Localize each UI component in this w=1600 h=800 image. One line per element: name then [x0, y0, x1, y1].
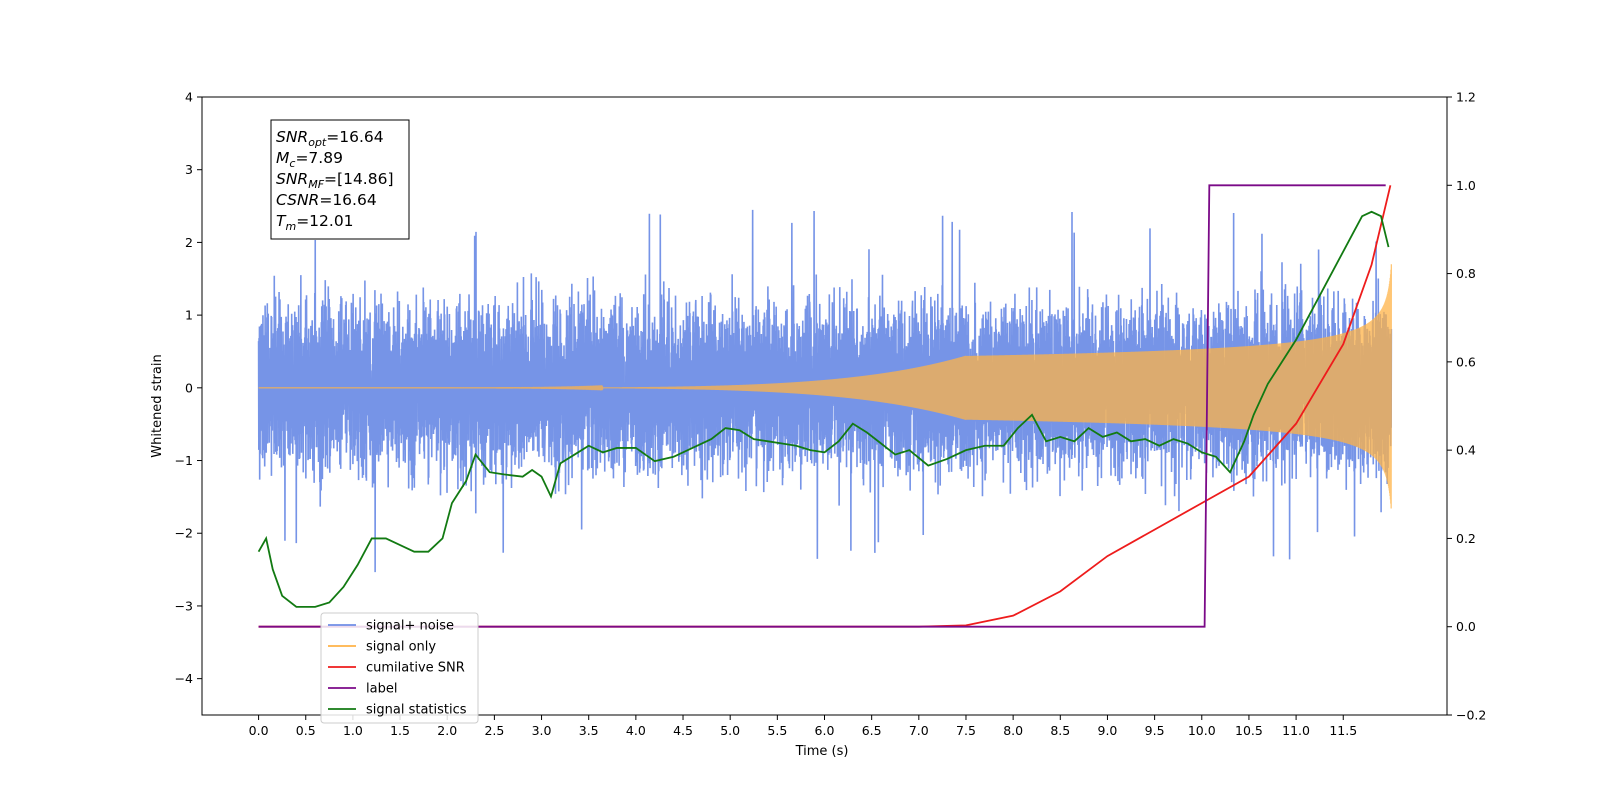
y-tick-label: 0: [185, 380, 193, 395]
series-line-label: [258, 184, 1386, 628]
y-tick-label: 2: [185, 235, 193, 250]
x-axis-label: Time (s): [795, 744, 849, 759]
legend-label: label: [366, 682, 397, 697]
x-tick-label: 5.0: [720, 723, 740, 738]
annotation-box: SNRopt=16.64Mc=7.89SNRMF=[14.86]CSNR=16.…: [270, 119, 410, 240]
y-tick-label: −1: [175, 453, 193, 468]
legend-label: cumilative SNR: [366, 661, 465, 676]
x-tick-label: 0.0: [249, 723, 269, 738]
x-tick-label: 1.0: [343, 723, 363, 738]
annotation-frame: [270, 119, 410, 240]
x-tick-label: 1.5: [390, 723, 410, 738]
y2-tick-label: 0.2: [1456, 531, 1476, 546]
y2-tick-label: 0.0: [1456, 619, 1476, 634]
x-tick-label: 10.0: [1188, 723, 1216, 738]
x-axis: 0.0 0.5 1.0 1.5 2.0 2.5 3.0 3.5 4.0 4.5 5.0 5.5 6.0 6…: [249, 715, 1357, 738]
y-tick-label: −4: [175, 671, 193, 686]
y-tick-label: 1: [185, 308, 193, 323]
y2-tick-label: 0.6: [1456, 354, 1476, 369]
annotation-line: CSNR=16.64: [276, 191, 377, 209]
y-axis-left: 4 3 2 1 0 −1 −2 −3 −4: [175, 90, 202, 686]
x-tick-label: 6.5: [862, 723, 882, 738]
x-tick-label: 11.5: [1329, 723, 1357, 738]
x-tick-label: 2.5: [484, 723, 504, 738]
x-tick-label: 7.0: [909, 723, 929, 738]
x-tick-label: 9.5: [1145, 723, 1165, 738]
y-tick-label: 3: [185, 162, 193, 177]
x-tick-label: 4.5: [673, 723, 693, 738]
y-axis-label: Whitened strain: [150, 354, 165, 457]
x-tick-label: 0.5: [296, 723, 316, 738]
annotation-line: SNRMF=[14.86]: [276, 170, 394, 191]
legend-label: signal+ noise: [366, 619, 454, 634]
y2-tick-label: 0.8: [1456, 266, 1476, 281]
legend-label: signal only: [366, 640, 436, 655]
x-tick-label: 5.5: [767, 723, 787, 738]
annotation-line: Mc=7.89: [276, 149, 343, 170]
x-tick-label: 7.5: [956, 723, 976, 738]
y-tick-label: −2: [175, 526, 193, 541]
x-tick-label: 9.0: [1098, 723, 1118, 738]
y-tick-label: −3: [175, 598, 193, 613]
y2-tick-label: 0.4: [1456, 443, 1476, 458]
annotation-line: SNRopt=16.64: [276, 128, 384, 149]
y-axis-right: 1.2 1.0 0.8 0.6 0.4 0.2 0.0 −0.2: [1447, 90, 1486, 723]
x-tick-label: 3.0: [532, 723, 552, 738]
x-tick-label: 8.0: [1003, 723, 1023, 738]
x-tick-label: 6.0: [815, 723, 835, 738]
series-line-signal-statistics: [257, 210, 1390, 608]
y2-tick-label: 1.0: [1456, 178, 1476, 193]
y-tick-label: 4: [185, 90, 193, 105]
series-line-signal-only: [258, 264, 1392, 509]
y2-tick-label: −0.2: [1456, 708, 1486, 723]
x-tick-label: 10.5: [1235, 723, 1263, 738]
annotation-line: Tm=12.01: [276, 212, 354, 233]
legend-frame: [320, 612, 479, 724]
legend: signal+ noise signal only cumilative SNR la…: [320, 612, 479, 724]
x-tick-label: 4.0: [626, 723, 646, 738]
y2-tick-label: 1.2: [1456, 90, 1476, 105]
x-tick-label: 8.5: [1050, 723, 1070, 738]
series-line-cumilative-snr: [258, 185, 1392, 628]
legend-label: signal statistics: [366, 703, 467, 718]
x-tick-label: 11.0: [1282, 723, 1310, 738]
x-tick-label: 2.0: [437, 723, 457, 738]
x-tick-label: 3.5: [579, 723, 599, 738]
